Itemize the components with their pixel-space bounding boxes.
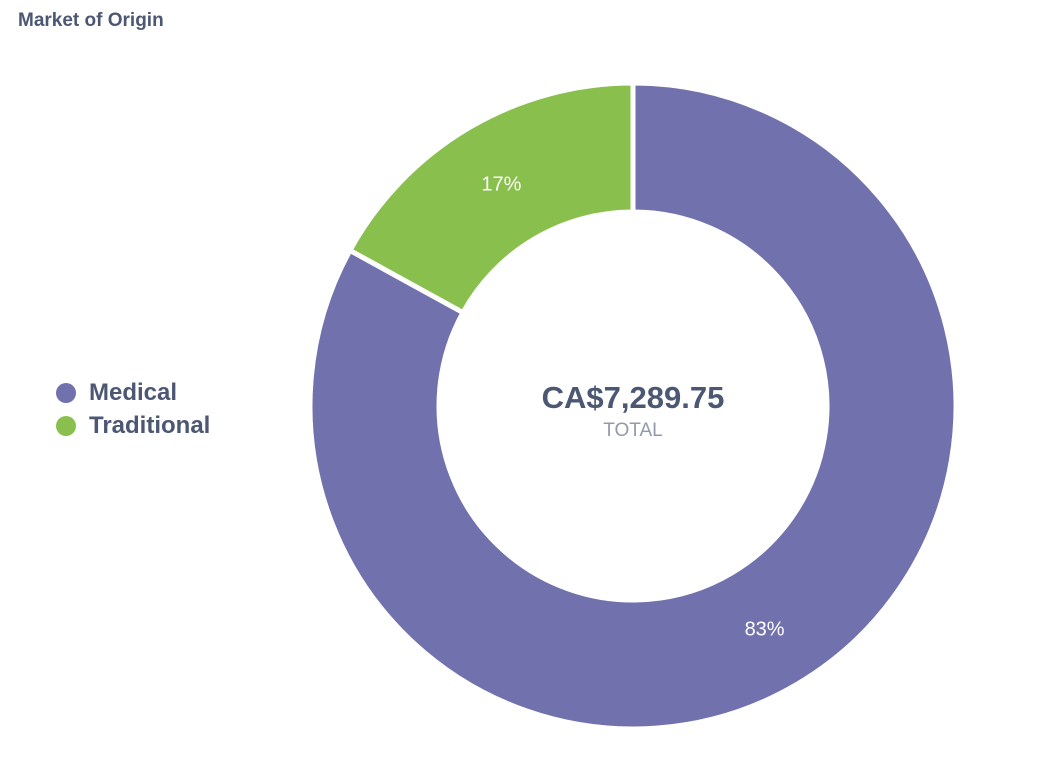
chart-legend: Medical Traditional [56,376,210,442]
slice-label-medical: 83% [745,619,785,641]
donut-slice-traditional[interactable] [346,80,636,316]
card-title: Market of Origin [18,10,164,31]
total-caption: TOTAL [603,420,662,441]
slice-label-traditional: 17% [481,173,521,195]
legend-item-traditional[interactable]: Traditional [56,409,210,442]
legend-dot-traditional [56,415,76,436]
donut-slice-labels: 83% 17% [481,173,784,640]
legend-item-medical[interactable]: Medical [56,376,210,409]
donut-slices [307,80,959,732]
donut-slice-medical[interactable] [307,80,959,732]
total-value: CA$7,289.75 [542,380,725,415]
legend-dot-medical [56,382,76,403]
legend-label-medical: Medical [89,378,178,406]
legend-label-traditional: Traditional [89,411,211,439]
